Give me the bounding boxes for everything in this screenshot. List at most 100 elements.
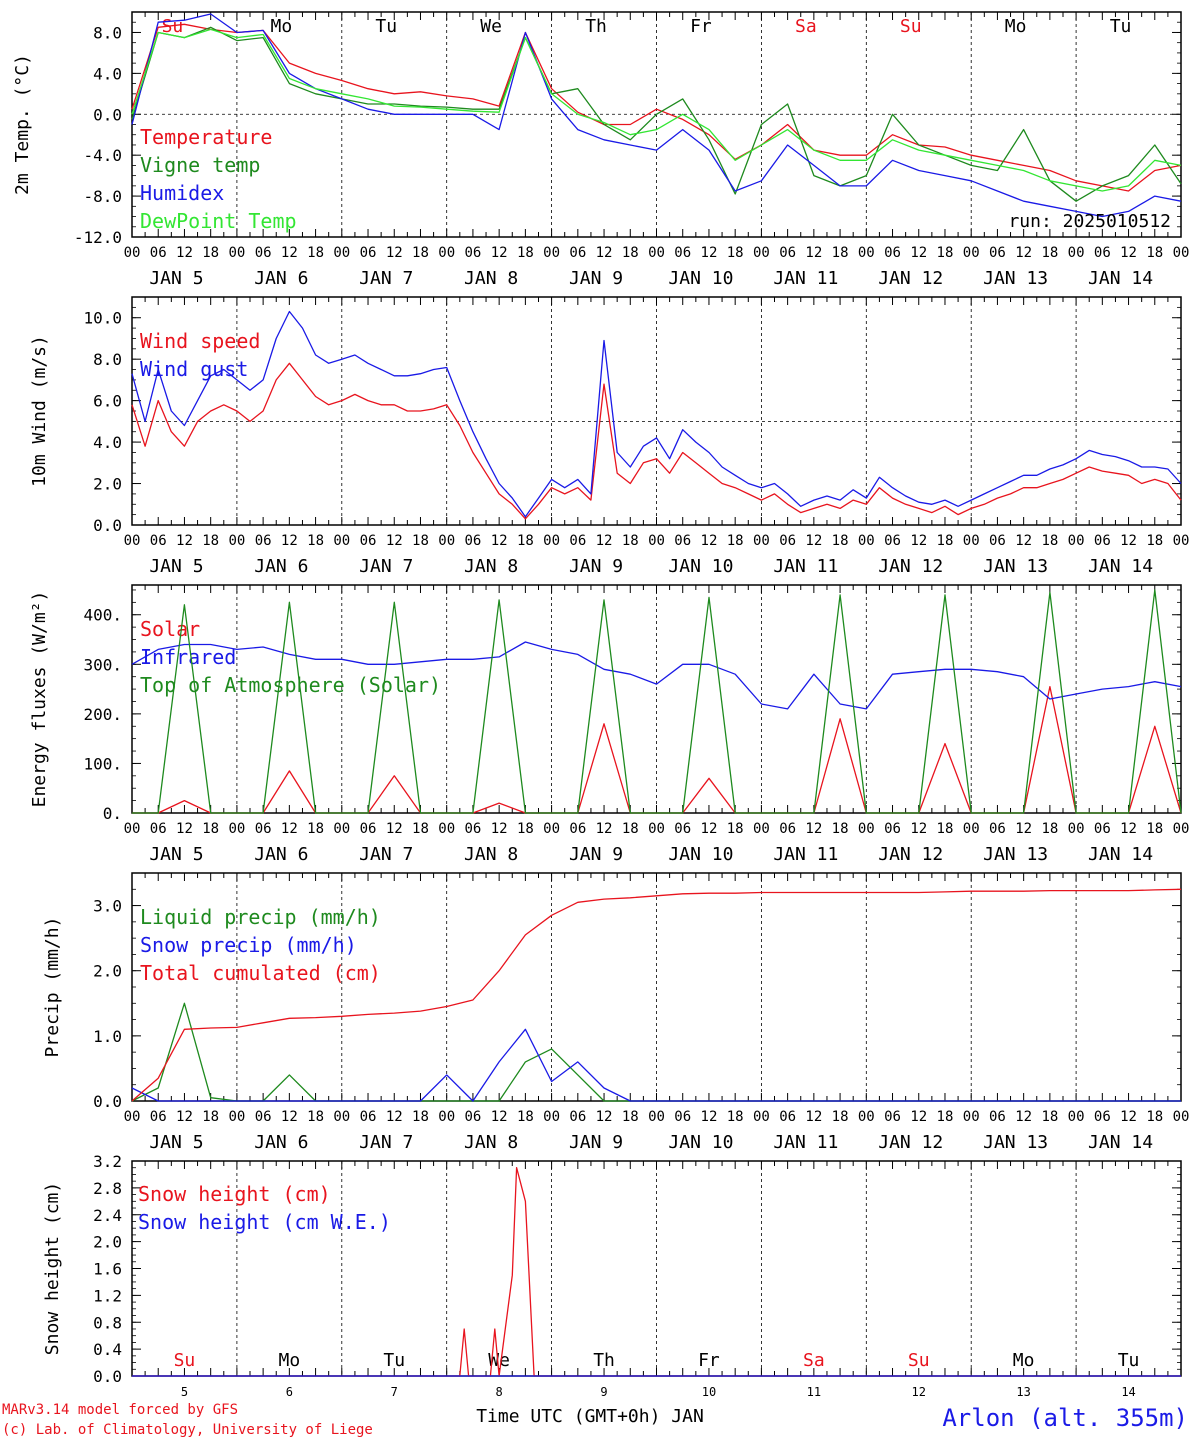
hour-tick-label: 06 <box>255 533 272 549</box>
date-label: JAN 10 <box>668 844 733 865</box>
date-label: JAN 11 <box>773 844 838 865</box>
hour-tick-label: 00 <box>1173 245 1190 261</box>
hour-tick-label: 06 <box>884 1109 901 1125</box>
day-name: Mo <box>279 1350 301 1371</box>
legend-entry: Temperature <box>140 125 272 149</box>
hour-tick-label: 00 <box>333 1109 350 1125</box>
hour-tick-label: 12 <box>805 245 822 261</box>
hour-tick-label: 06 <box>884 821 901 837</box>
plot-frame <box>131 11 1182 238</box>
date-label: JAN 9 <box>569 1132 623 1153</box>
hour-tick-label: 06 <box>150 533 167 549</box>
date-label: JAN 13 <box>983 844 1048 865</box>
day-name: Mo <box>1013 1350 1035 1371</box>
date-label: JAN 8 <box>464 1132 518 1153</box>
y-tick-label: 10.0 <box>83 309 122 328</box>
station-name: Arlon (alt. 355m) <box>942 1404 1188 1432</box>
hour-tick-label: 12 <box>281 821 298 837</box>
hour-tick-label: 18 <box>727 1109 744 1125</box>
hour-tick-label: 00 <box>124 533 141 549</box>
hour-tick-label: 06 <box>360 821 377 837</box>
hour-tick-label: 06 <box>464 533 481 549</box>
hour-tick-label: 00 <box>124 821 141 837</box>
hour-tick-label: 12 <box>386 821 403 837</box>
hour-tick-label: 18 <box>307 245 324 261</box>
hour-tick-label: 12 <box>386 1109 403 1125</box>
hour-tick-label: 00 <box>228 1109 245 1125</box>
y-tick-label: 200. <box>83 705 122 724</box>
hour-tick-label: 00 <box>1173 821 1190 837</box>
y-tick-label: 1.6 <box>93 1260 122 1279</box>
series-line-wind-gust <box>131 310 1182 518</box>
hour-tick-label: 18 <box>622 1109 639 1125</box>
y-tick-label: -4.0 <box>83 146 122 165</box>
hour-tick-label: 00 <box>753 821 770 837</box>
hour-tick-label: 06 <box>779 1109 796 1125</box>
date-label: JAN 6 <box>254 556 308 577</box>
day-name: Su <box>908 1350 930 1371</box>
hour-tick-label: 06 <box>884 533 901 549</box>
hour-tick-label: 12 <box>910 1109 927 1125</box>
day-number: 13 <box>1016 1385 1030 1399</box>
hour-tick-label: 18 <box>832 821 849 837</box>
hour-tick-label: 12 <box>491 821 508 837</box>
legend-entry: Infrared <box>140 645 236 669</box>
x-axis-label: Time UTC (GMT+0h) JAN <box>476 1406 704 1427</box>
hour-tick-label: 12 <box>805 1109 822 1125</box>
hour-tick-label: 18 <box>412 1109 429 1125</box>
hour-tick-label: 00 <box>753 533 770 549</box>
hour-tick-label: 12 <box>1120 245 1137 261</box>
hour-tick-label: 00 <box>963 1109 980 1125</box>
hour-tick-label: 06 <box>779 821 796 837</box>
hour-tick-label: 06 <box>674 821 691 837</box>
date-label: JAN 12 <box>878 1132 943 1153</box>
hour-tick-label: 00 <box>1068 245 1085 261</box>
hour-tick-label: 00 <box>1068 533 1085 549</box>
hour-tick-label: 00 <box>228 821 245 837</box>
hour-tick-label: 00 <box>228 533 245 549</box>
y-axis-label: Snow height (cm) <box>42 1182 63 1355</box>
hour-tick-label: 12 <box>491 533 508 549</box>
hour-tick-label: 12 <box>596 245 613 261</box>
hour-tick-label: 00 <box>648 533 665 549</box>
y-tick-label: 2.4 <box>93 1206 122 1225</box>
day-name: Tu <box>383 1350 405 1371</box>
hour-tick-label: 00 <box>438 821 455 837</box>
legend-entry: Humidex <box>140 181 224 205</box>
series-line-vigne-temp <box>131 26 1182 202</box>
y-tick-label: 100. <box>83 754 122 773</box>
hour-tick-label: 06 <box>674 533 691 549</box>
legend-entry: Snow precip (mm/h) <box>140 933 357 957</box>
y-tick-label: 0.8 <box>93 1313 122 1332</box>
hour-tick-label: 00 <box>124 245 141 261</box>
hour-tick-label: 18 <box>1041 1109 1058 1125</box>
day-name: Sa <box>795 16 817 37</box>
date-label: JAN 11 <box>773 1132 838 1153</box>
y-tick-label: 300. <box>83 655 122 674</box>
hour-tick-label: 18 <box>412 533 429 549</box>
hour-tick-label: 18 <box>622 245 639 261</box>
day-name: Mo <box>271 16 293 37</box>
y-tick-label: 2.0 <box>93 475 122 494</box>
date-label: JAN 14 <box>1088 1132 1153 1153</box>
date-label: JAN 5 <box>149 844 203 865</box>
day-name: Sa <box>803 1350 825 1371</box>
series-line-humidex <box>131 13 1182 218</box>
hour-tick-label: 12 <box>386 533 403 549</box>
hour-tick-label: 12 <box>176 1109 193 1125</box>
day-name: Fr <box>698 1350 720 1371</box>
hour-tick-label: 06 <box>360 245 377 261</box>
day-name: Tu <box>375 16 397 37</box>
legend-entry: Vigne temp <box>140 153 260 177</box>
hour-tick-label: 12 <box>281 533 298 549</box>
chart-panel-4: 3.0 2.0 1.0 0.0 Precip (mm/h) 00 06 12 18 JAN 5 00… <box>42 872 1189 1153</box>
hour-tick-label: 00 <box>438 245 455 261</box>
hour-tick-label: 12 <box>1015 1109 1032 1125</box>
hour-tick-label: 18 <box>1146 533 1163 549</box>
y-tick-label: 3.0 <box>93 897 122 916</box>
y-tick-label: 2.0 <box>93 1233 122 1252</box>
hour-tick-label: 18 <box>832 1109 849 1125</box>
y-tick-label: 0.0 <box>93 516 122 535</box>
hour-tick-label: 18 <box>202 245 219 261</box>
y-tick-label: 6.0 <box>93 392 122 411</box>
